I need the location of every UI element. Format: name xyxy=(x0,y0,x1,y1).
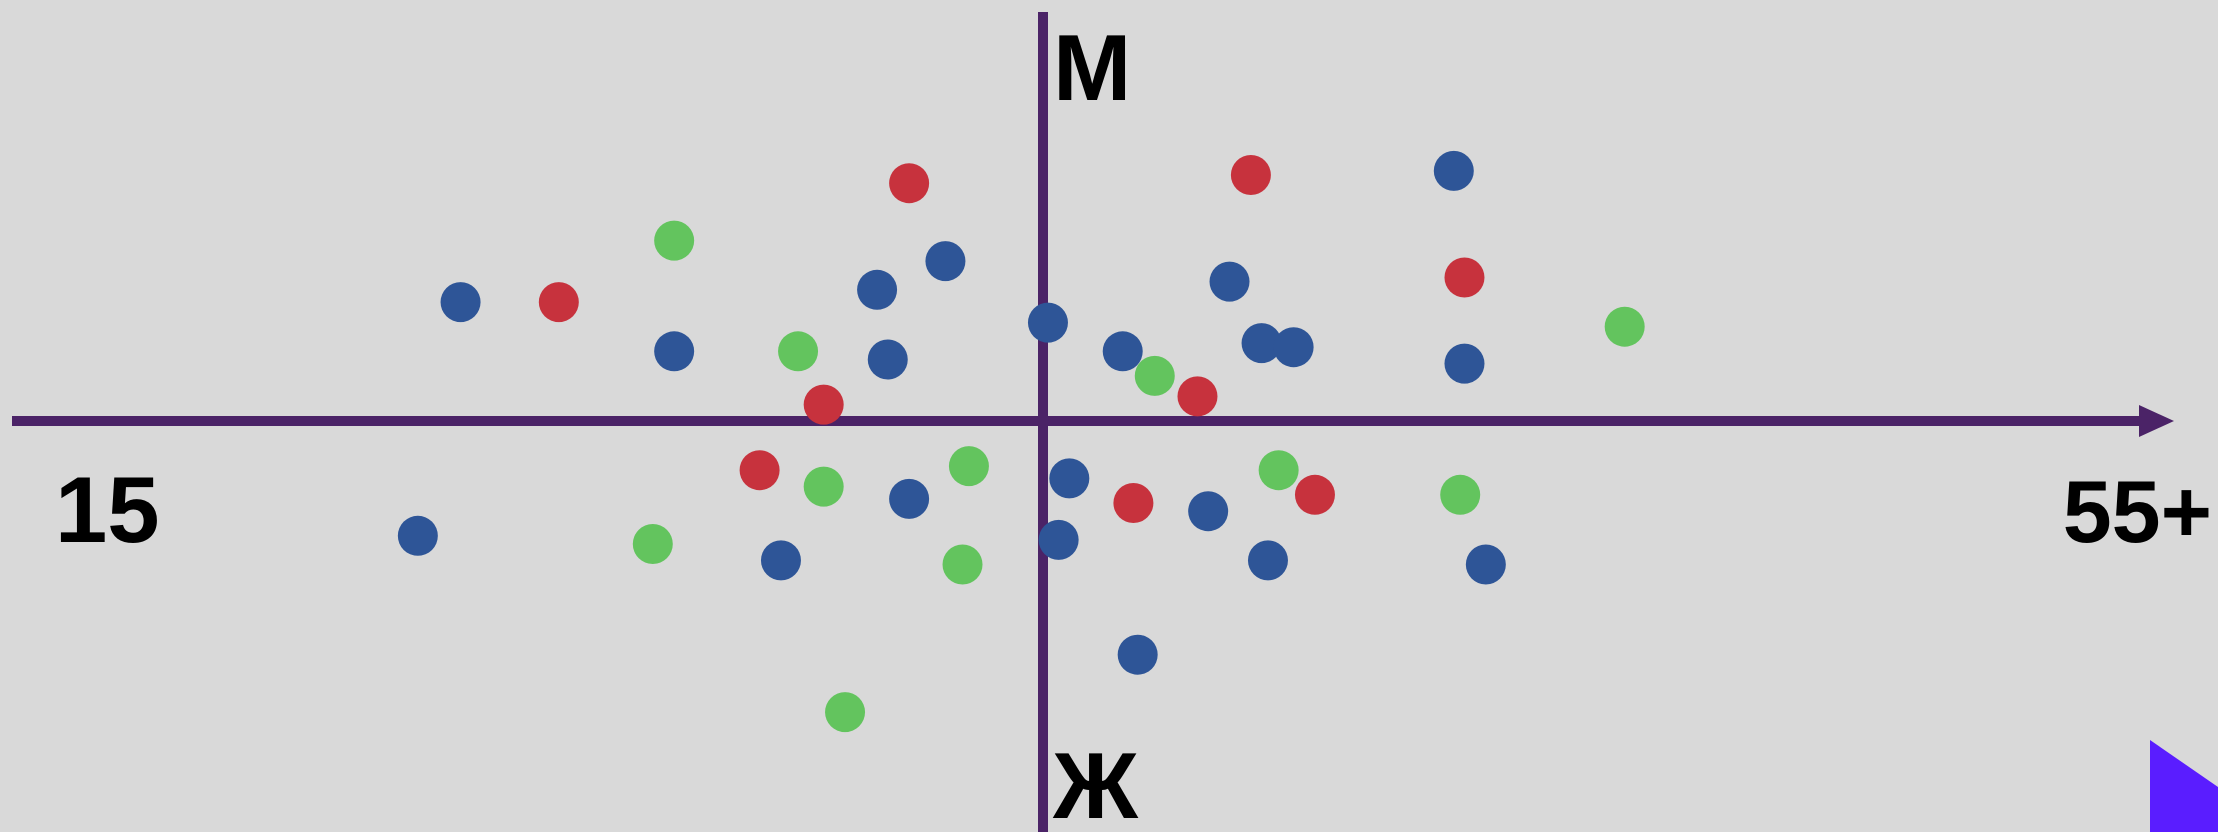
blue-data-point xyxy=(397,515,438,556)
axes xyxy=(12,12,2174,832)
x-axis-max-label: 55+ xyxy=(2063,462,2212,561)
blue-data-point xyxy=(1049,458,1090,499)
data-points xyxy=(397,150,1645,733)
red-data-point xyxy=(1230,155,1271,195)
blue-data-point xyxy=(1027,302,1068,343)
green-data-point xyxy=(942,544,983,585)
green-data-point xyxy=(948,446,989,487)
red-data-point xyxy=(1113,483,1154,523)
blue-data-point xyxy=(889,478,930,519)
blue-data-point xyxy=(1465,544,1506,585)
red-data-point xyxy=(803,384,844,425)
blue-data-point xyxy=(1444,343,1485,384)
green-data-point xyxy=(778,331,819,372)
red-data-point xyxy=(538,282,579,323)
x-axis-arrowhead-icon xyxy=(2139,405,2174,437)
corner-triangle-icon[interactable] xyxy=(2150,740,2218,832)
green-data-point xyxy=(654,220,695,261)
y-axis-bottom-label: Ж xyxy=(1052,733,1139,832)
blue-data-point xyxy=(1241,323,1282,364)
red-data-point xyxy=(1444,257,1485,298)
green-data-point xyxy=(1258,450,1299,491)
blue-data-point xyxy=(867,339,908,380)
green-data-point xyxy=(1604,306,1645,347)
blue-data-point xyxy=(1102,331,1143,372)
green-data-point xyxy=(803,466,844,507)
blue-data-point xyxy=(1188,491,1229,532)
red-data-point xyxy=(1177,376,1218,417)
blue-data-point xyxy=(1209,261,1250,302)
green-data-point xyxy=(1440,474,1481,515)
x-axis-min-label: 15 xyxy=(55,457,160,562)
green-data-point xyxy=(1134,355,1175,396)
red-data-point xyxy=(889,163,930,204)
green-data-point xyxy=(825,692,866,733)
blue-data-point xyxy=(1433,150,1474,191)
blue-data-point xyxy=(760,540,801,581)
blue-data-point xyxy=(1117,634,1158,675)
blue-data-point xyxy=(654,331,695,372)
red-data-point xyxy=(1294,474,1335,515)
y-axis-top-label: М xyxy=(1053,15,1131,120)
blue-data-point xyxy=(857,269,898,310)
green-data-point xyxy=(632,524,673,564)
blue-data-point xyxy=(1247,540,1288,581)
blue-data-point xyxy=(925,241,966,282)
blue-data-point xyxy=(1273,327,1314,368)
blue-data-point xyxy=(1038,519,1079,560)
red-data-point xyxy=(739,450,780,491)
blue-data-point xyxy=(440,282,481,323)
